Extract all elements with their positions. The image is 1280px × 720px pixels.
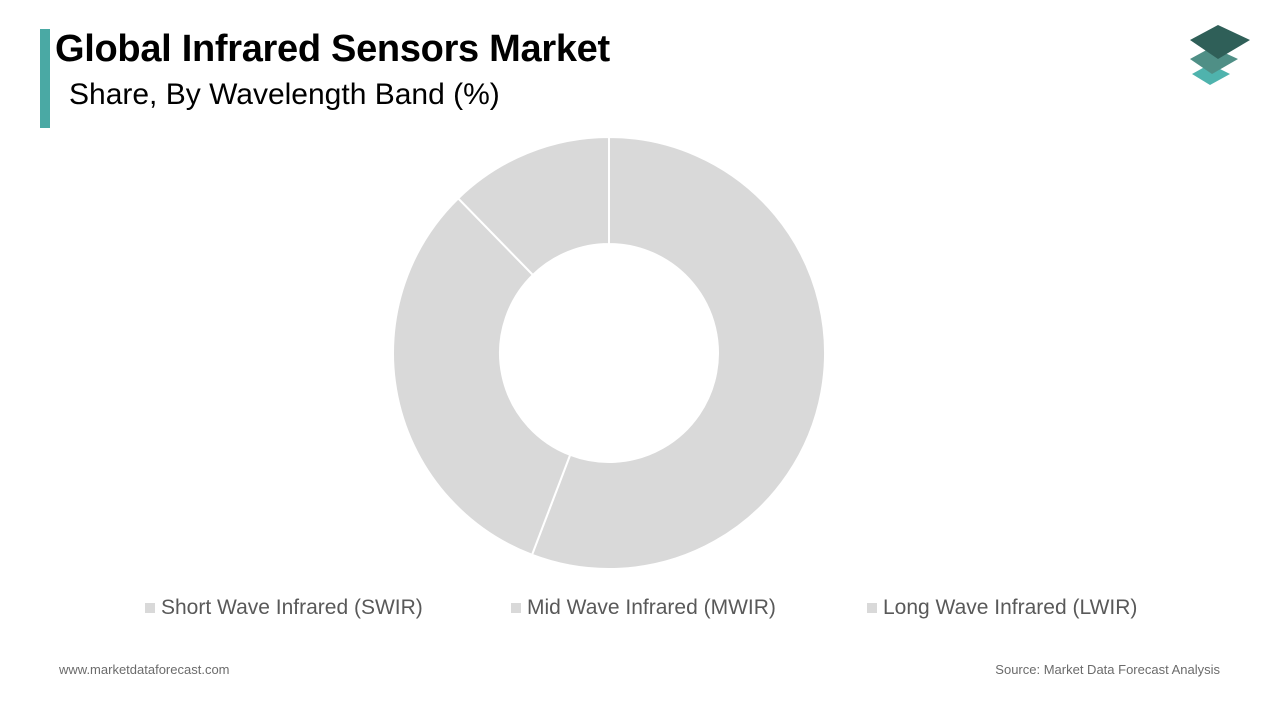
legend-label: Short Wave Infrared (SWIR)	[161, 596, 423, 619]
footer-source: Source: Market Data Forecast Analysis	[995, 662, 1220, 677]
legend-swatch	[145, 603, 155, 613]
chart-subtitle: Share, By Wavelength Band (%)	[69, 78, 500, 111]
legend-item-lwir: Long Wave Infrared (LWIR)	[867, 596, 1137, 620]
legend-item-swir: Short Wave Infrared (SWIR)	[145, 596, 423, 620]
legend-item-mwir: Mid Wave Infrared (MWIR)	[511, 596, 776, 620]
chart-title: Global Infrared Sensors Market	[55, 28, 610, 70]
title-accent-bar	[40, 29, 50, 128]
legend-label: Long Wave Infrared (LWIR)	[883, 596, 1138, 619]
stacked-layers-icon	[1190, 25, 1250, 85]
legend-swatch	[867, 603, 877, 613]
legend-label: Mid Wave Infrared (MWIR)	[527, 596, 776, 619]
chart-legend: Short Wave Infrared (SWIR) Mid Wave Infr…	[0, 596, 1280, 622]
legend-swatch	[511, 603, 521, 613]
slice-lwir	[456, 135, 610, 277]
footer-website: www.marketdataforecast.com	[59, 662, 230, 677]
slice-mwir	[392, 196, 572, 557]
slice-swir	[530, 135, 826, 570]
